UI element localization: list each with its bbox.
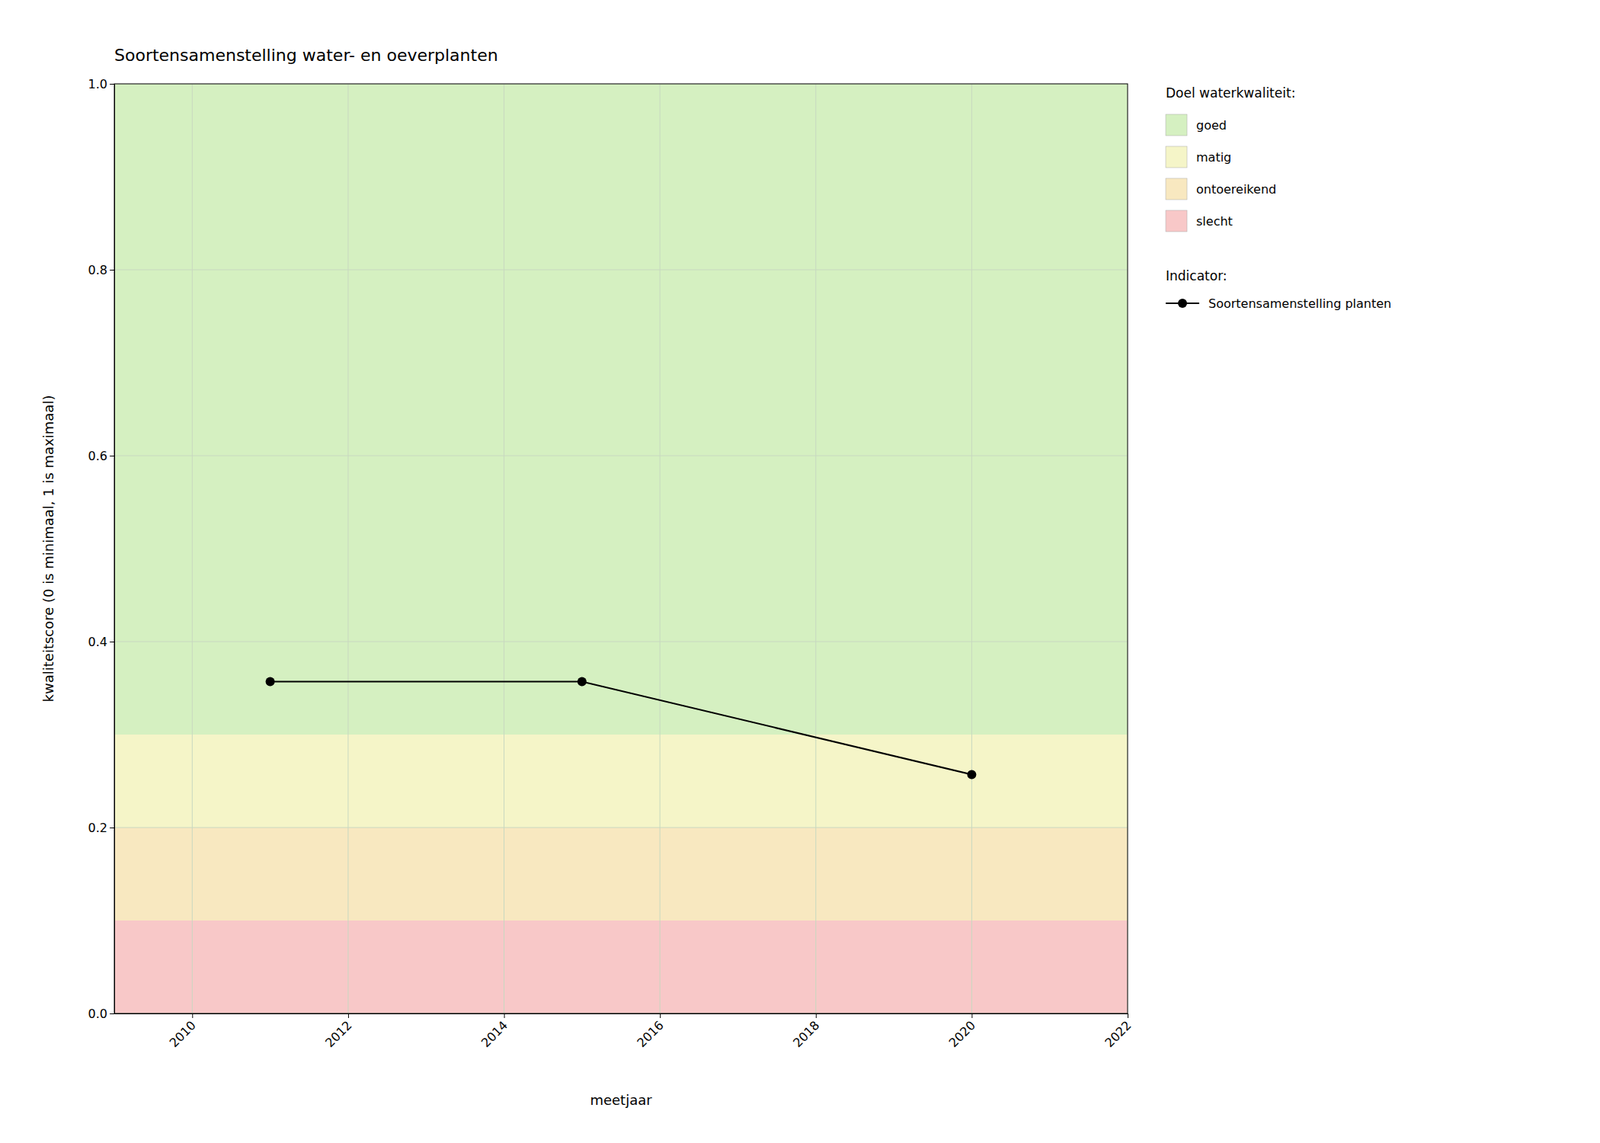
tick-mark (971, 1013, 973, 1018)
tick: 0.6 (88, 448, 115, 464)
grid-line (114, 827, 1128, 829)
legend-label: matig (1196, 150, 1232, 165)
tick: 0.2 (88, 820, 115, 836)
plot: 2010 2012 2014 2016 2018 2020 2022 0.0 0.2 0.4 0.6… (88, 76, 1135, 1051)
tick-label: 1.0 (88, 76, 108, 92)
legend-label: slecht (1196, 214, 1233, 229)
tick: 2012 (322, 1013, 355, 1050)
point (966, 769, 976, 779)
tick-mark (192, 1013, 193, 1018)
tick: 0.0 (88, 1006, 115, 1021)
tick-mark (109, 269, 115, 271)
legend-swatch (1165, 210, 1188, 232)
tick-label: 2010 (166, 1017, 199, 1050)
grid-line (503, 83, 505, 1014)
legend-label: goed (1196, 118, 1227, 133)
tick-label: 2014 (478, 1017, 511, 1050)
legend-title: Indicator: (1165, 268, 1228, 284)
tick-mark (109, 1013, 115, 1015)
tick-label: 0.2 (88, 820, 108, 836)
legend: Doel waterkwaliteit: goed matig ontoereiken… (1165, 85, 1392, 311)
tick: 0.4 (88, 634, 115, 650)
grid-line (971, 83, 973, 1014)
grid-line (347, 83, 349, 1014)
legend-swatch (1165, 178, 1188, 200)
tick-mark (109, 83, 115, 85)
tick: 2016 (633, 1013, 666, 1050)
tick-label: 0.4 (88, 634, 108, 650)
zone (114, 734, 1128, 828)
tick-mark (504, 1013, 506, 1018)
tick-mark (109, 827, 115, 829)
legend-title: Doel waterkwaliteit: (1165, 85, 1296, 101)
y-axis: 0.0 0.2 0.4 0.6 0.8 1.0 (88, 76, 116, 1021)
tick-mark (348, 1013, 349, 1018)
legend-marker (1177, 298, 1188, 308)
tick-label: 2018 (790, 1017, 823, 1050)
tick-label: 2012 (322, 1017, 355, 1050)
point (265, 676, 276, 686)
grid-line (815, 83, 816, 1014)
legend-label: ontoereikend (1196, 182, 1277, 197)
tick-label: 2020 (946, 1017, 979, 1050)
legend-label: Soortensamenstelling planten (1208, 296, 1392, 311)
tick-mark (816, 1013, 817, 1018)
tick-label: 0.8 (88, 262, 108, 278)
zone (114, 83, 1128, 735)
plot-area (114, 83, 1128, 1014)
tick-label: 2022 (1101, 1017, 1134, 1050)
tick: 2022 (1101, 1013, 1134, 1050)
tick: 0.8 (88, 262, 115, 278)
series (265, 676, 977, 779)
line (270, 681, 973, 775)
grid-line (659, 83, 661, 1014)
x-axis-title: meetjaar (589, 1091, 653, 1108)
y-axis-title: kwaliteitscore (0 is minimaal, 1 is maxi… (40, 395, 57, 703)
title: Soortensamenstelling water- en oeverplan… (114, 45, 499, 65)
zone (114, 920, 1128, 1014)
grid (114, 83, 1128, 1014)
tick: 2014 (478, 1013, 511, 1050)
legend-swatch (1165, 114, 1188, 136)
tick-mark (109, 641, 115, 643)
tick-mark (109, 455, 115, 457)
tick-mark (659, 1013, 661, 1018)
tick: 2010 (166, 1013, 199, 1050)
point (577, 676, 587, 686)
plot-frame (114, 83, 1128, 1014)
tick-mark (1127, 1013, 1129, 1018)
tick: 2020 (946, 1013, 979, 1050)
tick: 1.0 (88, 76, 115, 92)
x-axis: 2010 2012 2014 2016 2018 2020 2022 (115, 1013, 1135, 1050)
legend-swatch (1165, 146, 1188, 168)
zones (114, 83, 1128, 1014)
chart: 2010 2012 2014 2016 2018 2020 2022 0.0 0.2 0.4 0.6… (0, 0, 1600, 1143)
tick-label: 0.0 (88, 1006, 108, 1021)
grid-line (114, 641, 1128, 643)
tick: 2018 (790, 1013, 823, 1050)
tick-label: 0.6 (88, 448, 108, 464)
grid-line (114, 269, 1128, 271)
zone (114, 827, 1128, 921)
tick-label: 2016 (633, 1017, 666, 1050)
grid-line (114, 455, 1128, 457)
grid-line (192, 83, 193, 1014)
